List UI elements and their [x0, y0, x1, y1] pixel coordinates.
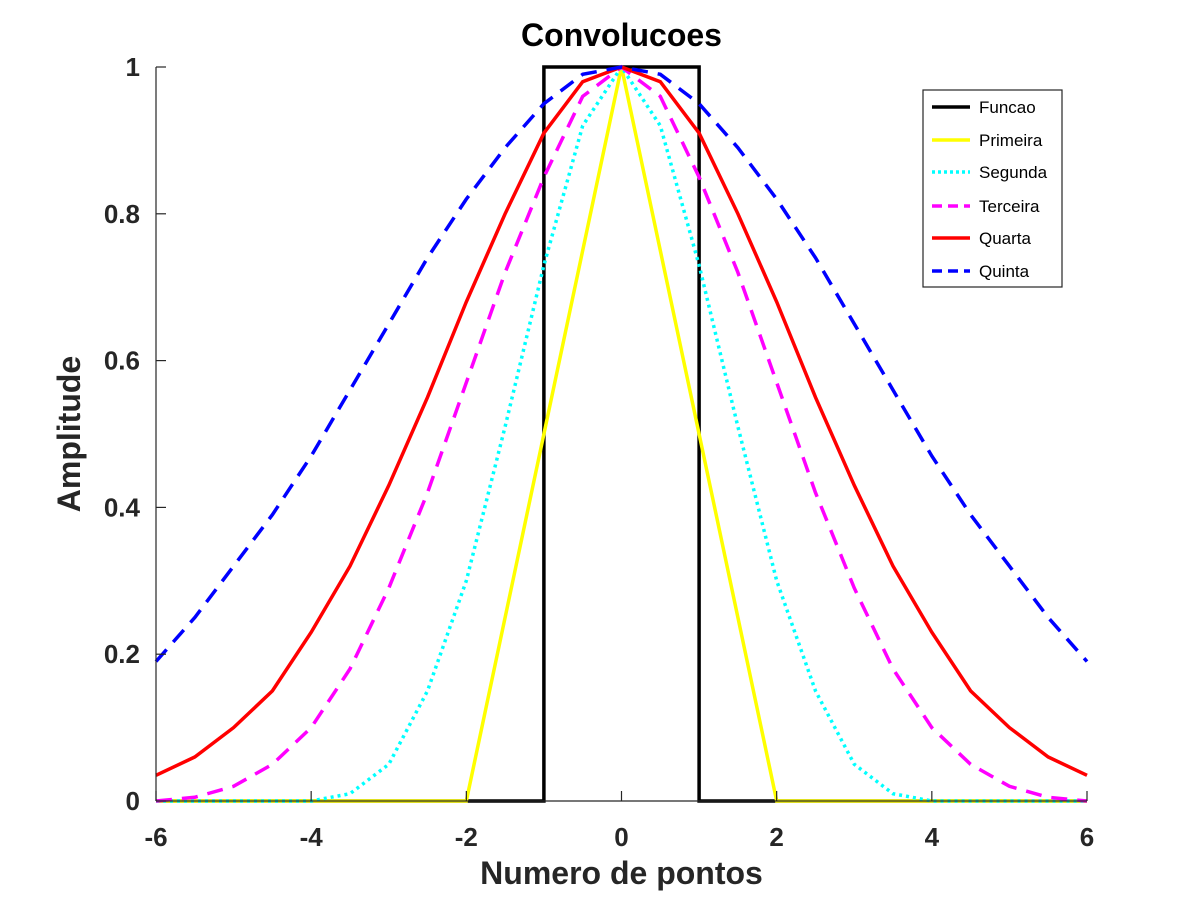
legend-label: Funcao — [979, 98, 1036, 117]
y-tick-label: 1 — [126, 52, 140, 82]
chart-title: Convolucoes — [521, 17, 722, 53]
legend-box — [922, 89, 1063, 288]
legend-label: Quarta — [979, 229, 1032, 248]
y-tick-label: 0.4 — [104, 492, 141, 522]
y-axis-title: Amplitude — [51, 356, 87, 512]
y-tick-label: 0.6 — [104, 346, 140, 376]
legend-label: Segunda — [979, 163, 1048, 182]
x-tick-label: 2 — [769, 822, 783, 852]
x-tick-label: 0 — [614, 822, 628, 852]
legend-label: Terceira — [979, 197, 1040, 216]
legend-label: Quinta — [979, 262, 1030, 281]
x-tick-label: 6 — [1080, 822, 1094, 852]
series-line-segunda — [156, 63, 1087, 803]
y-tick-label: 0 — [126, 786, 140, 816]
legend: Funcao Primeira Segunda Terceira Quarta Quint… — [922, 89, 1063, 288]
x-tick-label: -6 — [144, 822, 167, 852]
legend-label: Primeira — [979, 131, 1043, 150]
axes-group: -6 -4 -2 0 2 4 6 0 0.2 0.4 0.6 0.8 1 — [104, 52, 1094, 852]
series-line-quinta — [154, 65, 1089, 663]
x-tick-label: 4 — [925, 822, 940, 852]
x-axis-title: Numero de pontos — [480, 855, 763, 891]
y-tick-label: 0.8 — [104, 199, 140, 229]
y-tick-label: 0.2 — [104, 639, 140, 669]
x-tick-label: -4 — [300, 822, 324, 852]
x-tick-label: -2 — [455, 822, 478, 852]
